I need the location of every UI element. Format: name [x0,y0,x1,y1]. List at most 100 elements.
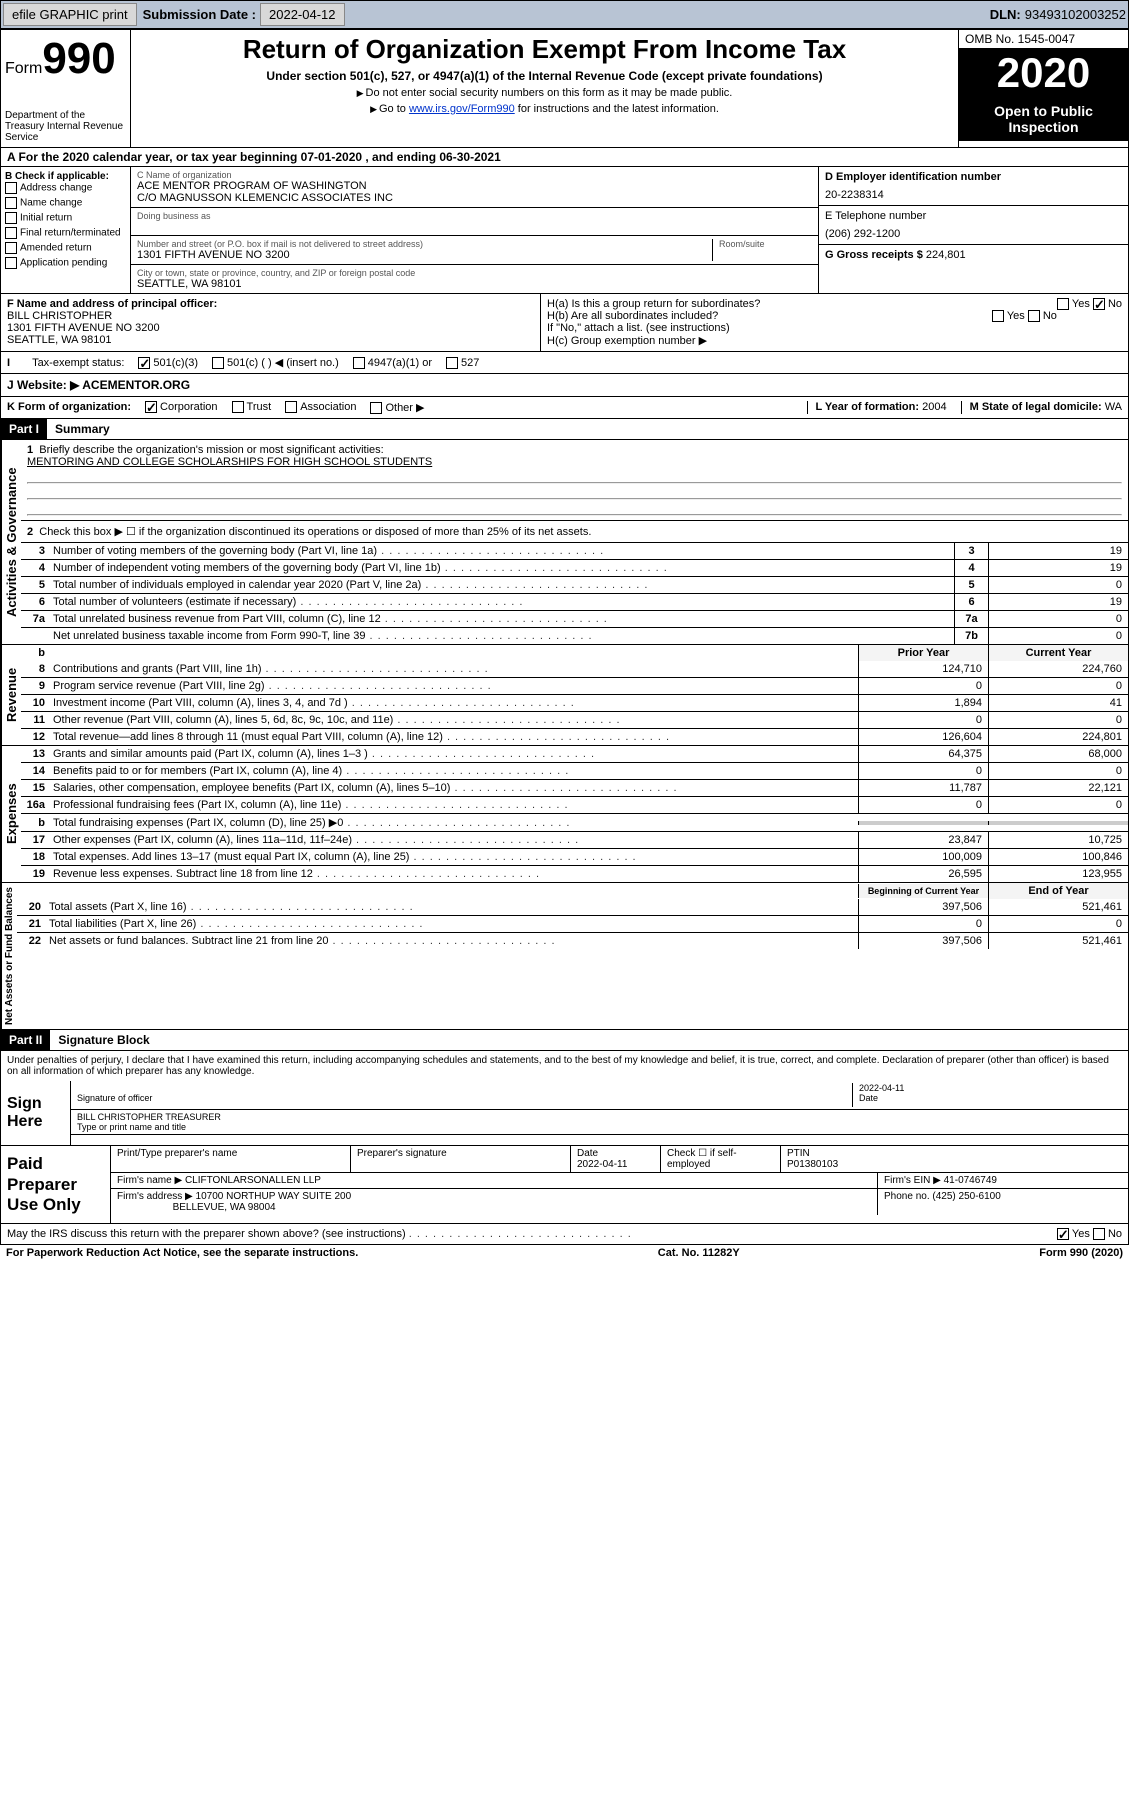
form-subtitle: Under section 501(c), 527, or 4947(a)(1)… [139,69,950,83]
prior-value: 126,604 [858,729,988,745]
mission-block: 1 Briefly describe the organization's mi… [21,440,1128,521]
summary-line-12: 12 Total revenue—add lines 8 through 11 … [21,728,1128,745]
check-501c[interactable]: 501(c) ( ) ◀ (insert no.) [212,356,339,369]
line-desc: Program service revenue (Part VIII, line… [49,678,858,694]
form-org-row: K Form of organization: Corporation Trus… [0,397,1129,419]
line2-text: 2 Check this box ▶ ☐ if the organization… [21,521,1128,543]
col-begin-year: Beginning of Current Year [858,884,988,898]
line-desc: Net assets or fund balances. Subtract li… [45,933,858,949]
prior-value: 0 [858,678,988,694]
vtab-netassets: Net Assets or Fund Balances [1,883,17,1029]
current-value: 224,760 [988,661,1128,677]
discuss-row: May the IRS discuss this return with the… [1,1223,1128,1244]
check-assoc[interactable]: Association [285,401,356,414]
line-desc: Contributions and grants (Part VIII, lin… [49,661,858,677]
line-value: 0 [988,577,1128,593]
line-desc: Other revenue (Part VIII, column (A), li… [49,712,858,728]
summary-line-17: 17 Other expenses (Part IX, column (A), … [21,831,1128,848]
check-self-employed[interactable]: Check ☐ if self-employed [661,1146,781,1172]
check-initial-return[interactable]: Initial return [5,212,126,224]
current-value: 0 [988,916,1128,932]
mission-text: MENTORING AND COLLEGE SCHOLARSHIPS FOR H… [27,456,432,468]
firm-addr1: 10700 NORTHUP WAY SUITE 200 [196,1191,352,1202]
officer-addr1: 1301 FIFTH AVENUE NO 3200 [7,322,534,334]
declaration-text: Under penalties of perjury, I declare th… [1,1051,1128,1081]
open-inspection: Open to Public Inspection [959,97,1128,141]
officer-label: F Name and address of principal officer: [7,298,534,310]
check-name-change[interactable]: Name change [5,197,126,209]
summary-line-8: 8 Contributions and grants (Part VIII, l… [21,661,1128,677]
line-desc: Number of voting members of the governin… [49,543,954,559]
current-value: 10,725 [988,832,1128,848]
summary-line-7b: Net unrelated business taxable income fr… [21,627,1128,644]
current-value: 41 [988,695,1128,711]
line-desc: Revenue less expenses. Subtract line 18 … [49,866,858,882]
efile-print-button[interactable]: efile GRAPHIC print [3,3,137,26]
room-label: Room/suite [719,239,812,249]
prior-value: 0 [858,916,988,932]
prior-value: 397,506 [858,933,988,949]
check-final-return[interactable]: Final return/terminated [5,227,126,239]
prep-date: 2022-04-11 [577,1159,627,1170]
submission-date-label: Submission Date : [143,7,256,22]
line-desc: Total revenue—add lines 8 through 11 (mu… [49,729,858,745]
line-value: 19 [988,543,1128,559]
identification-section: B Check if applicable: Address change Na… [0,167,1129,294]
firm-ein: 41-0746749 [944,1175,997,1186]
check-corp[interactable]: Corporation [145,401,217,414]
summary-line-b: b Total fundraising expenses (Part IX, c… [21,813,1128,831]
line-desc: Other expenses (Part IX, column (A), lin… [49,832,858,848]
paperwork-notice: For Paperwork Reduction Act Notice, see … [6,1247,358,1259]
current-value: 68,000 [988,746,1128,762]
org-name: ACE MENTOR PROGRAM OF WASHINGTON [137,180,812,192]
prior-value: 100,009 [858,849,988,865]
form-ref: Form 990 (2020) [1039,1247,1123,1259]
check-trust[interactable]: Trust [232,401,272,414]
ein-label: D Employer identification number [825,171,1122,183]
line-desc: Total number of individuals employed in … [49,577,954,593]
check-amended-return[interactable]: Amended return [5,242,126,254]
prior-value: 0 [858,712,988,728]
summary-line-6: 6 Total number of volunteers (estimate i… [21,593,1128,610]
line-desc: Investment income (Part VIII, column (A)… [49,695,858,711]
city-value: SEATTLE, WA 98101 [137,278,812,290]
phone-value: (206) 292-1200 [825,228,1122,240]
prior-value: 397,506 [858,899,988,915]
check-address-change[interactable]: Address change [5,182,126,194]
summary-line-22: 22 Net assets or fund balances. Subtract… [17,932,1128,949]
tax-period: A For the 2020 calendar year, or tax yea… [0,148,1129,167]
summary-line-19: 19 Revenue less expenses. Subtract line … [21,865,1128,882]
col-end-year: End of Year [988,883,1128,899]
paid-preparer-label: Paid Preparer Use Only [1,1146,111,1223]
check-application-pending[interactable]: Application pending [5,257,126,269]
dept-treasury: Department of the Treasury Internal Reve… [5,110,126,143]
line-value: 0 [988,628,1128,644]
summary-line-11: 11 Other revenue (Part VIII, column (A),… [21,711,1128,728]
summary-line-4: 4 Number of independent voting members o… [21,559,1128,576]
current-value: 521,461 [988,933,1128,949]
dln-label: DLN: [990,7,1021,22]
state-domicile: WA [1105,401,1122,413]
website-row: J Website: ▶ ACEMENTOR.ORG [0,374,1129,397]
form-label: Form990 [5,34,126,84]
dba-label: Doing business as [137,211,812,221]
instructions-note: Go to www.irs.gov/Form990 for instructio… [139,103,950,115]
check-4947[interactable]: 4947(a)(1) or [353,357,432,369]
instructions-link[interactable]: www.irs.gov/Form990 [409,103,515,115]
summary-line-15: 15 Salaries, other compensation, employe… [21,779,1128,796]
check-other[interactable]: Other ▶ [370,401,424,414]
prior-value: 26,595 [858,866,988,882]
revenue-block: Revenue b Prior Year Current Year 8 Cont… [0,645,1129,746]
check-527[interactable]: 527 [446,357,479,369]
line-desc: Total liabilities (Part X, line 26) [45,916,858,932]
phone-label: E Telephone number [825,210,1122,222]
line-value: 0 [988,611,1128,627]
check-501c3[interactable]: 501(c)(3) [138,357,198,369]
vtab-expenses: Expenses [1,746,21,882]
line-value: 19 [988,560,1128,576]
summary-line-7a: 7a Total unrelated business revenue from… [21,610,1128,627]
summary-line-5: 5 Total number of individuals employed i… [21,576,1128,593]
col-current-year: Current Year [988,645,1128,661]
prior-value: 0 [858,797,988,813]
summary-line-21: 21 Total liabilities (Part X, line 26) 0… [17,915,1128,932]
